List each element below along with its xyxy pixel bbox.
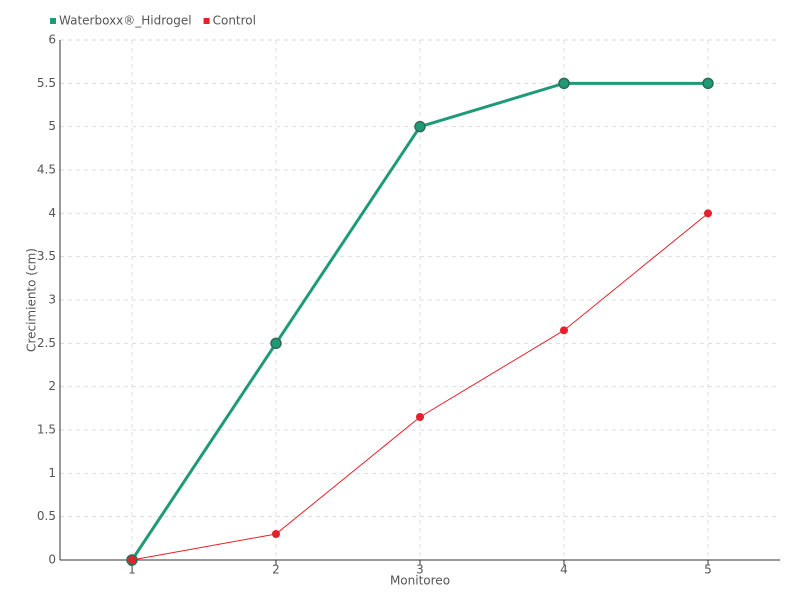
y-axis-label: Crecimiento (cm) [25, 248, 39, 352]
data-point [558, 77, 570, 90]
y-tick-label: 3 [48, 293, 56, 307]
legend-label: Waterboxx®_Hidrogel [59, 14, 192, 28]
x-tick-label: 3 [416, 563, 424, 577]
data-point [560, 326, 568, 335]
y-tick-label: 1.5 [37, 423, 56, 437]
y-tick-label: 1 [48, 466, 56, 480]
y-tick-label: 4 [48, 206, 56, 220]
x-tick-label: 1 [128, 563, 136, 577]
legend-swatch [203, 18, 210, 24]
y-tick-label: 0 [48, 553, 56, 567]
data-point [272, 530, 280, 538]
y-tick-label: 3.5 [37, 249, 56, 263]
data-point [416, 413, 424, 421]
data-point [128, 556, 136, 564]
data-point [270, 337, 282, 350]
x-tick-label: 4 [560, 563, 568, 577]
data-point [702, 77, 714, 90]
y-tick-label: 4.5 [37, 163, 56, 177]
x-tick-label: 2 [272, 563, 280, 577]
legend-swatch [50, 18, 56, 24]
y-tick-label: 5 [48, 119, 56, 133]
data-point [414, 120, 426, 133]
x-tick-label: 5 [704, 563, 712, 577]
legend-label: Control [213, 14, 256, 28]
data-point [704, 209, 712, 218]
y-tick-label: 2 [48, 379, 56, 393]
x-axis-label: Monitoreo [390, 574, 450, 588]
y-tick-label: 0.5 [37, 509, 56, 523]
y-tick-label: 6 [48, 33, 56, 47]
y-tick-label: 5.5 [37, 76, 56, 90]
y-tick-label: 2.5 [37, 336, 56, 350]
